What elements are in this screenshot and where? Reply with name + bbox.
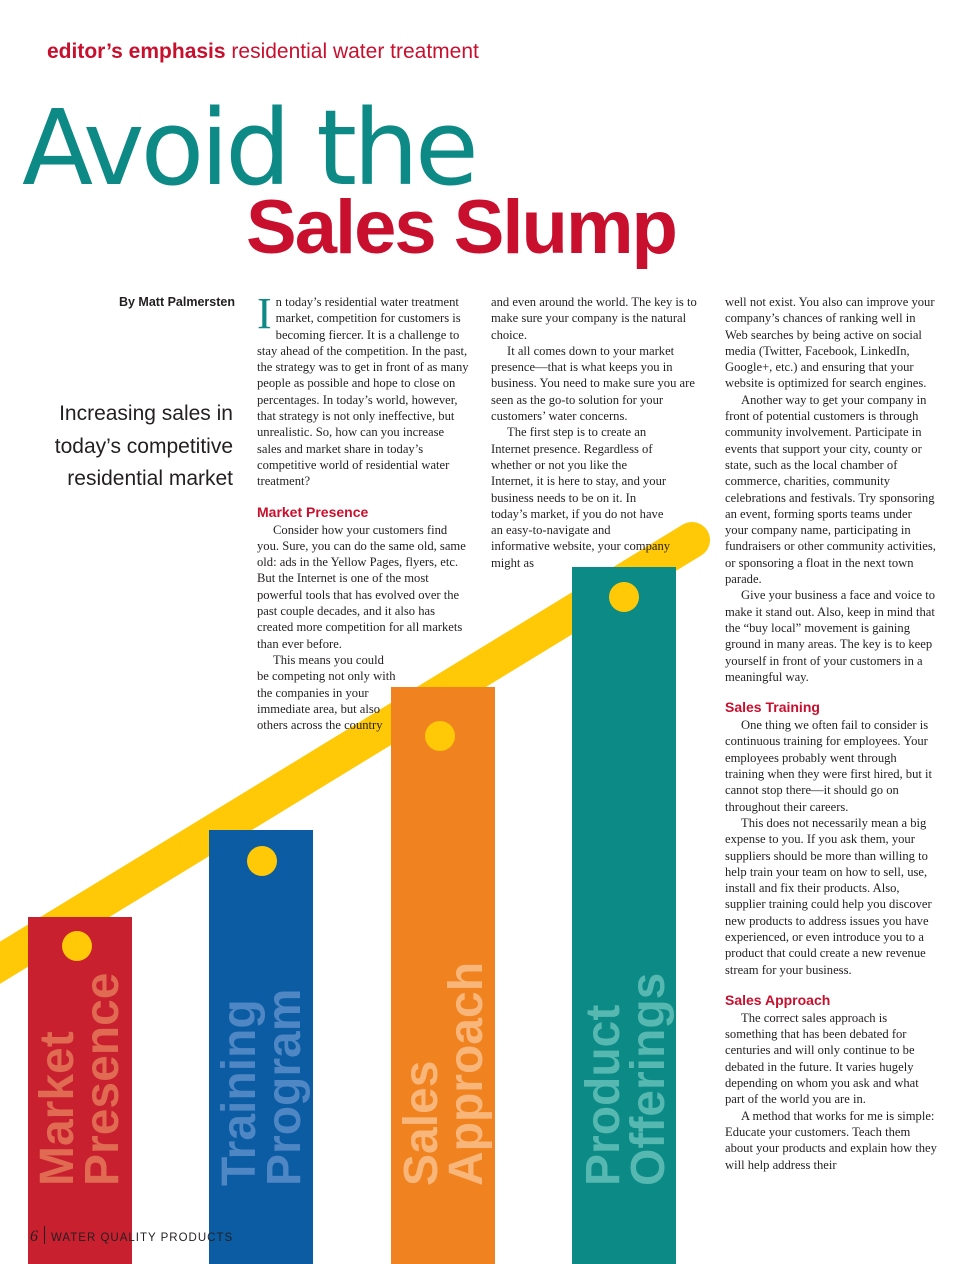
bar-label-training-program-2: Program (258, 989, 311, 1186)
bar-dot-sales (425, 721, 455, 751)
bar-sales-approach (391, 687, 495, 1264)
intro-text: n today’s residential water treatment ma… (257, 295, 469, 489)
heading-sales-approach: Sales Approach (725, 991, 831, 1008)
byline: By Matt Palmersten (118, 295, 235, 309)
bar-label-sales-approach: Sales (395, 1061, 448, 1186)
bar-label-product-offerings: Product (577, 1005, 630, 1186)
paragraph: Give your business a face and voice to m… (725, 588, 936, 684)
bar-training-program (209, 830, 313, 1264)
page-footer: 6 WATER QUALITY PRODUCTS (30, 1226, 234, 1245)
paragraph: A method that works for me is simple: Ed… (725, 1108, 937, 1172)
bar-label-market-presence: Market (31, 1031, 84, 1186)
paragraph: This does not necessarily mean a big exp… (725, 815, 932, 977)
deck-line: today’s competitive (54, 434, 233, 458)
drop-cap: I (257, 289, 272, 338)
paragraph: One thing we often fail to consider is c… (725, 718, 933, 814)
bar-label-market-presence-2: Presence (76, 973, 129, 1187)
paragraph: well not exist. You also can improve you… (725, 295, 935, 391)
article-column-2: and even around the world. The key is to… (491, 294, 705, 571)
paragraph: The correct sales approach is something … (725, 1010, 919, 1107)
bar-dot-product (609, 582, 639, 612)
paragraph: The first step is to create an Internet … (491, 425, 671, 570)
deck-line: residential market (67, 467, 233, 490)
bar-dot-market (62, 931, 92, 961)
heading-sales-training: Sales Training (725, 699, 820, 716)
article-column-3: well not exist. You also can improve you… (725, 294, 937, 1173)
paragraph: This means you could be competing not on… (257, 652, 396, 733)
magazine-name: WATER QUALITY PRODUCTS (51, 1232, 234, 1244)
deck: Increasing sales in today’s competitive … (20, 398, 233, 496)
section-kicker-bold: editor’s emphasis (47, 40, 226, 63)
page-number: 6 (30, 1228, 38, 1245)
bar-dot-training (247, 846, 277, 876)
headline-line-1: Avoid the (22, 87, 479, 209)
bar-label-product-offerings-2: Offerings (622, 973, 675, 1186)
heading-market-presence: Market Presence (257, 503, 369, 520)
paragraph: Another way to get your company in front… (725, 392, 936, 587)
paragraph: Consider how your customers find you. Su… (257, 522, 466, 651)
bar-market-presence (28, 917, 132, 1264)
paragraph: It all comes down to your market presenc… (491, 343, 695, 424)
footer-divider (44, 1226, 45, 1244)
paragraph: and even around the world. The key is to… (491, 295, 697, 342)
bar-label-training-program: Training (213, 999, 266, 1186)
bar-label-sales-approach-2: Approach (440, 962, 493, 1186)
bar-product-offerings (572, 567, 676, 1264)
section-kicker: editor’s emphasis residential water trea… (47, 40, 479, 64)
deck-line: Increasing sales in (59, 402, 233, 425)
section-kicker-rest: residential water treatment (231, 40, 479, 63)
headline-line-2: Sales Slump (246, 185, 678, 270)
